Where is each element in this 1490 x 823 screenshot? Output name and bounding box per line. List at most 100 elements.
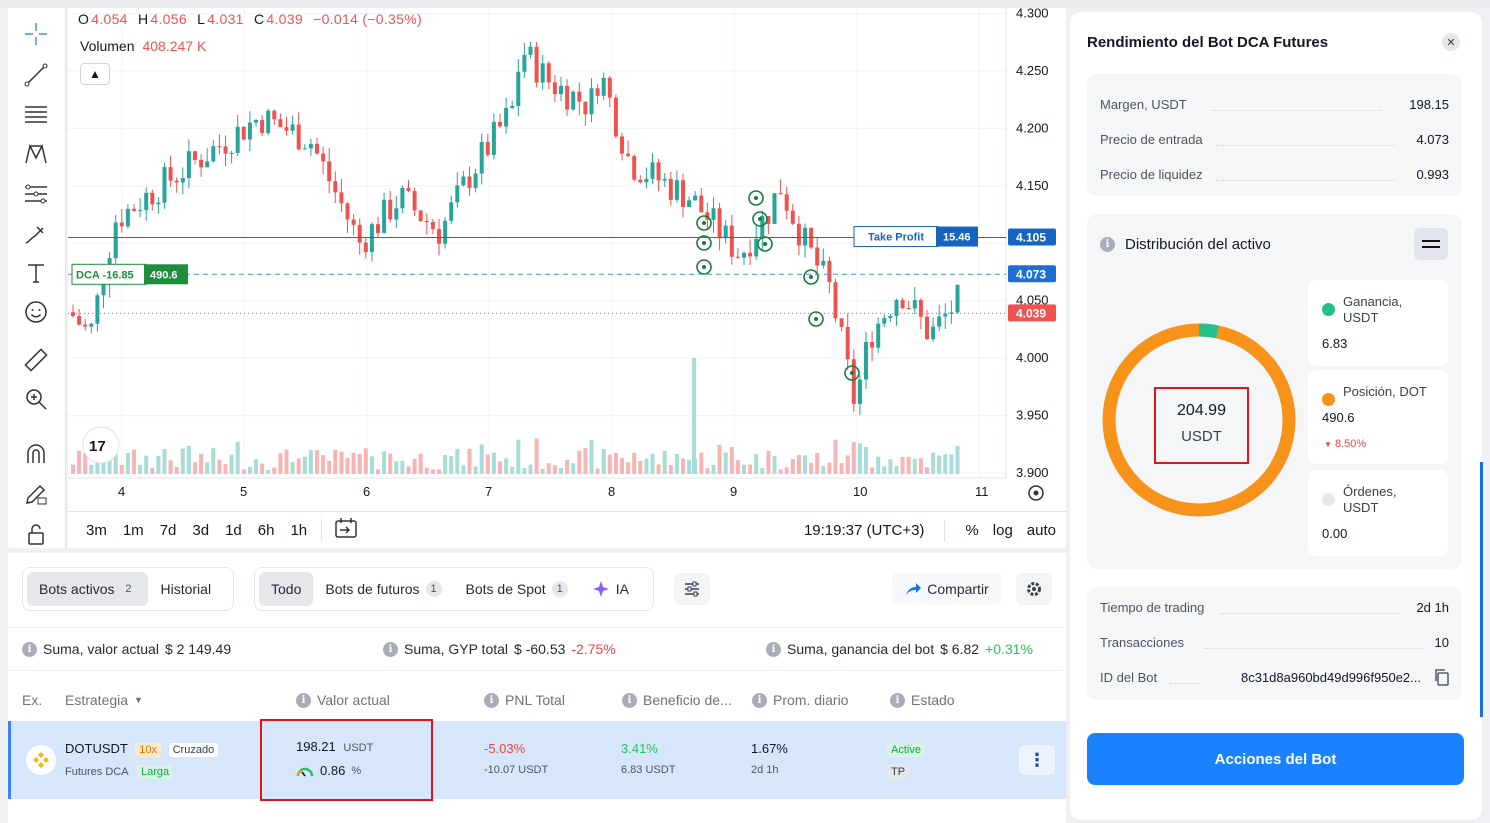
- info-icon[interactable]: i: [890, 692, 905, 708]
- settings-button[interactable]: [1016, 573, 1052, 605]
- collapse-legend-button[interactable]: ▲: [80, 63, 110, 85]
- candle-body: [351, 219, 356, 225]
- info-icon[interactable]: i: [752, 692, 767, 708]
- volume-bar: [681, 458, 685, 474]
- share-button[interactable]: Compartir: [892, 573, 1002, 605]
- candle-body: [241, 126, 246, 140]
- info-icon[interactable]: i: [22, 641, 37, 657]
- count-badge: 1: [425, 581, 442, 597]
- zoom-icon[interactable]: [21, 385, 51, 413]
- panel-scrollbar[interactable]: [1480, 462, 1483, 717]
- auto-toggle[interactable]: auto: [1026, 522, 1056, 539]
- info-icon[interactable]: i: [296, 692, 311, 708]
- order-marker-dot: [702, 241, 706, 245]
- candle-body: [443, 220, 448, 244]
- volume-bar: [302, 456, 307, 474]
- trend-line-icon[interactable]: [21, 61, 51, 89]
- filter-futures[interactable]: Bots de futuros 1: [313, 572, 453, 606]
- candle-body: [607, 77, 612, 98]
- copy-icon[interactable]: [1433, 668, 1449, 689]
- info-icon[interactable]: i: [383, 641, 398, 657]
- percent-toggle[interactable]: %: [965, 522, 979, 539]
- tab-label: Historial: [160, 581, 212, 597]
- col-strategy[interactable]: Estrategia ▼: [65, 692, 143, 708]
- volume-bar: [315, 450, 319, 474]
- candle-body: [223, 146, 228, 154]
- magnet-icon[interactable]: [21, 440, 51, 468]
- tab-active-bots[interactable]: Bots activos 2: [27, 572, 149, 606]
- emoji-icon[interactable]: [21, 298, 51, 326]
- filter-spot[interactable]: Bots de Spot 1: [454, 572, 580, 606]
- pattern-icon[interactable]: [21, 140, 51, 168]
- take-profit-label: Take Profit: [868, 232, 924, 244]
- tab-history[interactable]: Historial: [148, 572, 223, 606]
- candle-body: [687, 200, 692, 207]
- lock-pencil-icon[interactable]: [21, 480, 51, 508]
- tf-3m[interactable]: 3m: [86, 521, 107, 539]
- orders-value: 0.00: [1322, 526, 1348, 541]
- filter-ai[interactable]: IA: [580, 572, 641, 606]
- price-tick: 3.900: [1016, 465, 1049, 480]
- volume-bar: [687, 460, 692, 474]
- tf-6h[interactable]: 6h: [257, 521, 275, 539]
- candlestick-chart[interactable]: Take Profit 15.46 DCA -16.85 490.6 4.300 4.25…: [68, 8, 1066, 511]
- candle-body: [424, 221, 429, 223]
- tf-1h[interactable]: 1h: [290, 521, 308, 539]
- volume-bar: [156, 455, 161, 474]
- candle-body: [119, 222, 124, 227]
- tf-1d[interactable]: 1d: [225, 521, 242, 539]
- volume-bar: [803, 455, 807, 474]
- profit-value: 6.83: [621, 764, 643, 776]
- volume-bar: [711, 464, 716, 474]
- volume-bar: [943, 454, 948, 474]
- leader-dots: [1170, 683, 1200, 684]
- tf-1m[interactable]: 1m: [122, 521, 144, 539]
- value-amount: 198.21: [296, 739, 336, 754]
- candle-body: [674, 180, 679, 200]
- transactions-row: Transacciones 10: [1100, 633, 1449, 653]
- text-icon[interactable]: [21, 259, 51, 287]
- volume-bar: [857, 443, 862, 474]
- volume-bar: [180, 448, 185, 474]
- tf-7d[interactable]: 7d: [159, 521, 177, 539]
- filter-settings-button[interactable]: [674, 573, 710, 605]
- candle-body: [418, 210, 423, 222]
- fib-icon[interactable]: [21, 180, 51, 208]
- last-price-badge-bg: [1008, 304, 1056, 322]
- crosshair-icon[interactable]: [21, 20, 51, 48]
- volume-bar: [144, 455, 149, 474]
- price-chart[interactable]: Take Profit 15.46 DCA -16.85 490.6 4.300 4.25…: [68, 8, 1066, 548]
- close-button[interactable]: ✕: [1442, 33, 1460, 51]
- bot-actions-button[interactable]: Acciones del Bot: [1087, 733, 1464, 785]
- horizontal-lines-icon[interactable]: [21, 100, 51, 128]
- row-menu-button[interactable]: ⋮: [1019, 745, 1055, 775]
- brush-icon[interactable]: [21, 220, 51, 248]
- info-icon[interactable]: i: [766, 641, 781, 657]
- volume-bar: [485, 454, 490, 474]
- volume-bar: [717, 444, 722, 474]
- candle-body: [327, 161, 332, 182]
- info-icon[interactable]: i: [622, 692, 637, 708]
- log-toggle[interactable]: log: [992, 522, 1013, 539]
- table-row[interactable]: DOTUSDT 10x Cruzado Futures DCA Larga 19…: [8, 721, 1066, 799]
- pnl-unit: USDT: [518, 764, 549, 776]
- position-change-value: 8.50%: [1334, 438, 1367, 450]
- highlight-box: [1154, 387, 1249, 464]
- order-marker-icon: [844, 365, 860, 381]
- volume-bar: [296, 458, 301, 474]
- info-icon[interactable]: i: [1100, 237, 1115, 252]
- volume-bar: [784, 467, 789, 474]
- bot-performance-panel: Rendimiento del Bot DCA Futures ✕ Margen…: [1070, 12, 1482, 820]
- candle-body: [559, 85, 563, 95]
- binance-logo-icon: [26, 745, 56, 775]
- tf-3d[interactable]: 3d: [192, 521, 210, 539]
- filter-all[interactable]: Todo: [259, 572, 314, 606]
- candle-body: [796, 223, 801, 246]
- volume-bar: [400, 460, 405, 474]
- distribution-menu-button[interactable]: [1414, 228, 1448, 260]
- date-range-icon[interactable]: [334, 517, 358, 543]
- pnl-value: -10.07: [484, 764, 516, 776]
- info-icon[interactable]: i: [484, 692, 499, 708]
- ruler-icon[interactable]: [21, 346, 51, 374]
- lock-icon[interactable]: [21, 520, 51, 548]
